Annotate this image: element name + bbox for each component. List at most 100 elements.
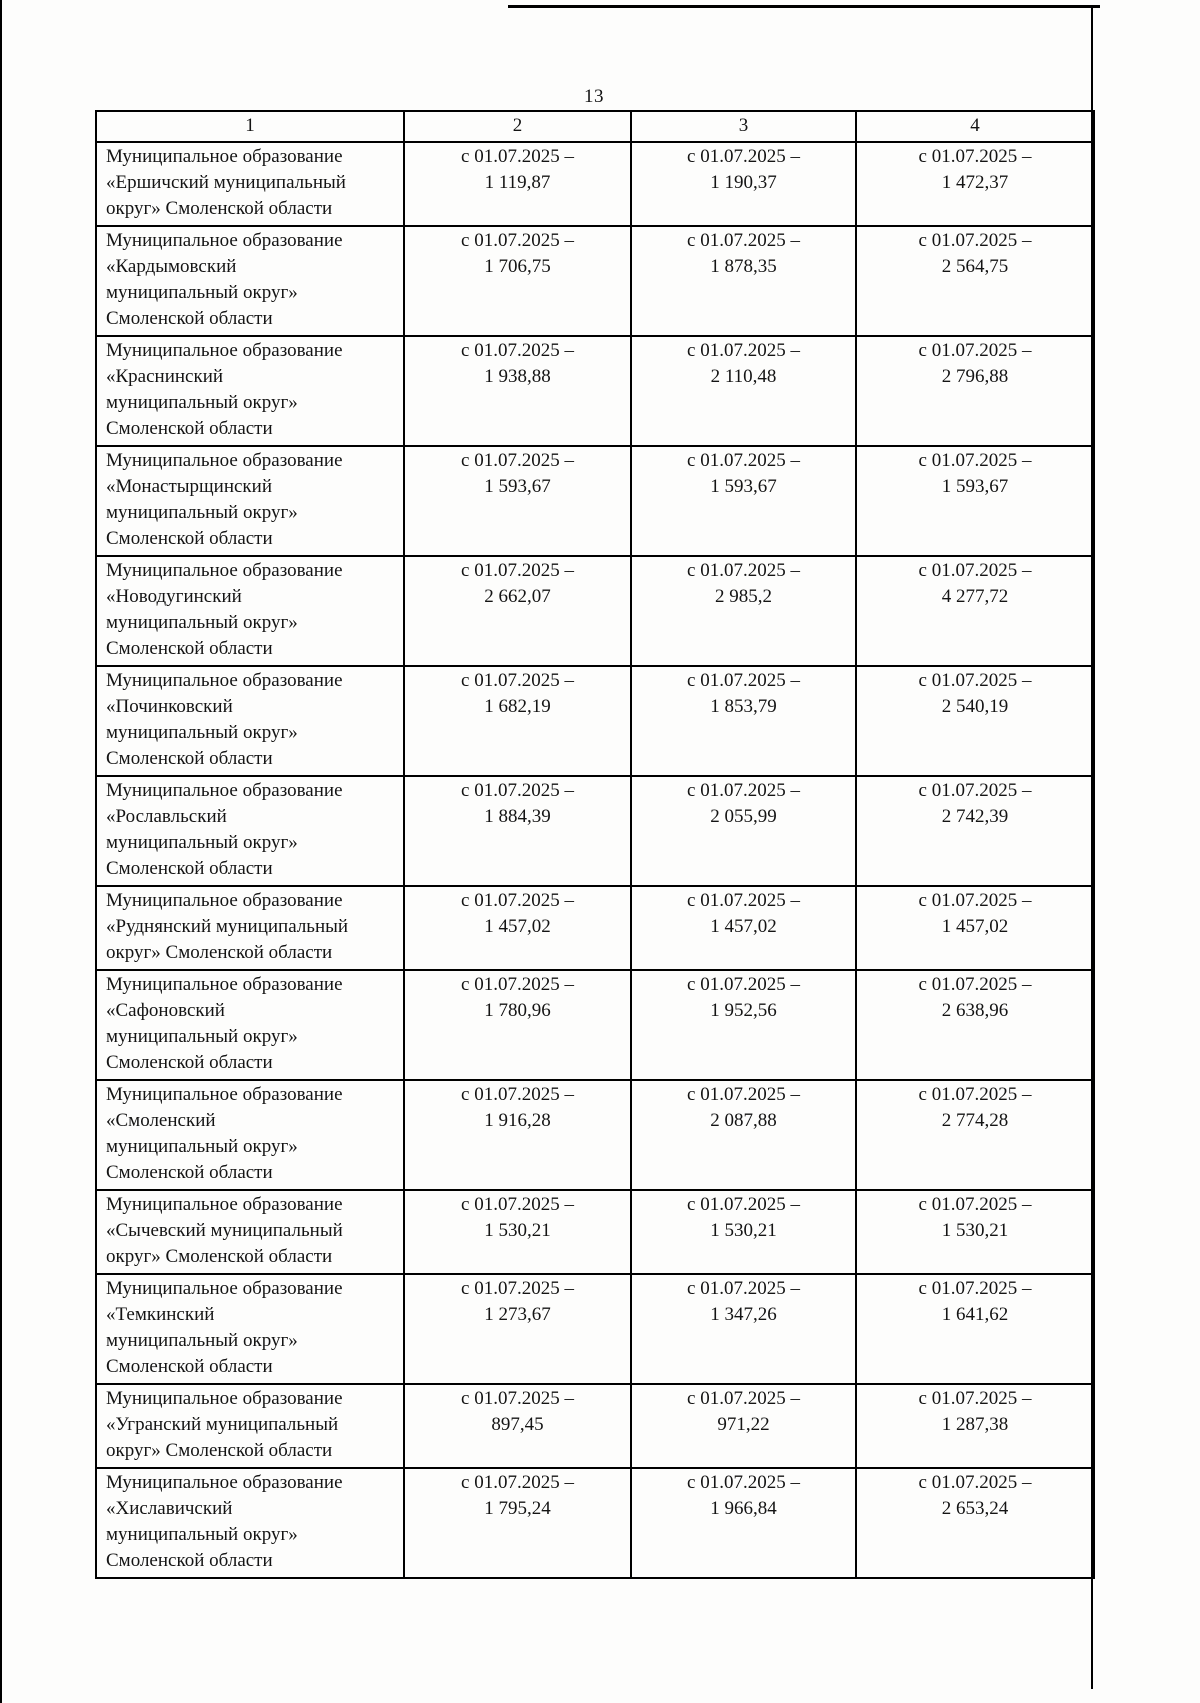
amount-line: 897,45: [491, 1414, 544, 1435]
value-cell-4: с 01.07.2025 – 2 653,24: [855, 1467, 1095, 1579]
date-line: с 01.07.2025 –: [687, 974, 800, 995]
amount-line: 1 347,26: [710, 1304, 777, 1325]
value-cell-3: с 01.07.2025 – 1 952,56: [630, 969, 857, 1081]
date-line: с 01.07.2025 –: [918, 1388, 1032, 1409]
value-cell-4: с 01.07.2025 – 1 530,21: [855, 1189, 1095, 1275]
municipality-name: Муниципальное образование «Сычевский мун…: [95, 1189, 405, 1275]
amount-line: 1 457,02: [484, 916, 551, 937]
amount-line: 1 593,67: [710, 476, 777, 497]
municipality-name: Муниципальное образование «Хиславичский …: [95, 1467, 405, 1579]
header-col-4: 4: [855, 110, 1095, 143]
date-line: с 01.07.2025 –: [687, 560, 800, 581]
date-line: с 01.07.2025 –: [461, 1388, 574, 1409]
amount-line: 2 796,88: [941, 366, 1009, 387]
scan-line-top: [508, 5, 1100, 8]
page-number: 13: [584, 86, 604, 107]
value-cell-2: с 01.07.2025 – 1 780,96: [403, 969, 632, 1081]
amount-line: 1 593,67: [941, 476, 1009, 497]
table-header: 1 2 3 4: [95, 110, 1095, 143]
value-cell-2: с 01.07.2025 – 1 457,02: [403, 885, 632, 971]
table-header-row: 1 2 3 4: [95, 110, 1095, 143]
date-line: с 01.07.2025 –: [461, 670, 574, 691]
value-cell-2: с 01.07.2025 – 1 593,67: [403, 445, 632, 557]
date-line: с 01.07.2025 –: [918, 780, 1032, 801]
value-cell-3: с 01.07.2025 – 1 593,67: [630, 445, 857, 557]
table-row: Муниципальное образование «Рославльский …: [95, 775, 1095, 887]
municipality-name: Муниципальное образование «Руднянский му…: [95, 885, 405, 971]
header-col-3: 3: [630, 110, 857, 143]
amount-line: 1 780,96: [484, 1000, 551, 1021]
amount-line: 1 119,87: [484, 172, 551, 193]
municipality-name: Муниципальное образование «Смоленский му…: [95, 1079, 405, 1191]
table-row: Муниципальное образование «Починковский …: [95, 665, 1095, 777]
value-cell-4: с 01.07.2025 – 1 457,02: [855, 885, 1095, 971]
date-line: с 01.07.2025 –: [918, 1084, 1032, 1105]
amount-line: 1 530,21: [941, 1220, 1009, 1241]
amount-line: 2 110,48: [710, 366, 777, 387]
amount-line: 1 641,62: [941, 1304, 1009, 1325]
amount-line: 1 966,84: [710, 1498, 777, 1519]
value-cell-4: с 01.07.2025 – 2 564,75: [855, 225, 1095, 337]
table-row: Муниципальное образование «Смоленский му…: [95, 1079, 1095, 1191]
header-col-1: 1: [95, 110, 405, 143]
date-line: с 01.07.2025 –: [687, 230, 800, 251]
municipality-name: Муниципальное образование «Кардымовский …: [95, 225, 405, 337]
date-line: с 01.07.2025 –: [461, 1472, 574, 1493]
date-line: с 01.07.2025 –: [687, 1084, 800, 1105]
amount-line: 2 087,88: [710, 1110, 777, 1131]
table-row: Муниципальное образование «Хиславичский …: [95, 1467, 1095, 1579]
date-line: с 01.07.2025 –: [687, 1388, 800, 1409]
amount-line: 2 540,19: [941, 696, 1009, 717]
date-line: с 01.07.2025 –: [918, 1472, 1032, 1493]
value-cell-4: с 01.07.2025 – 2 638,96: [855, 969, 1095, 1081]
date-line: с 01.07.2025 –: [687, 1472, 800, 1493]
value-cell-4: с 01.07.2025 – 2 796,88: [855, 335, 1095, 447]
date-line: с 01.07.2025 –: [461, 340, 574, 361]
date-line: с 01.07.2025 –: [461, 1278, 574, 1299]
date-line: с 01.07.2025 –: [918, 450, 1032, 471]
date-line: с 01.07.2025 –: [918, 890, 1032, 911]
value-cell-3: с 01.07.2025 – 1 966,84: [630, 1467, 857, 1579]
table-row: Муниципальное образование «Руднянский му…: [95, 885, 1095, 971]
table-row: Муниципальное образование «Новодугинский…: [95, 555, 1095, 667]
table-row: Муниципальное образование «Кардымовский …: [95, 225, 1095, 337]
amount-line: 2 742,39: [941, 806, 1009, 827]
value-cell-4: с 01.07.2025 – 1 472,37: [855, 141, 1095, 227]
date-line: с 01.07.2025 –: [687, 1278, 800, 1299]
amount-line: 1 190,37: [710, 172, 777, 193]
value-cell-4: с 01.07.2025 – 2 540,19: [855, 665, 1095, 777]
value-cell-3: с 01.07.2025 – 2 985,2: [630, 555, 857, 667]
value-cell-3: с 01.07.2025 – 2 055,99: [630, 775, 857, 887]
municipality-name: Муниципальное образование «Новодугинский…: [95, 555, 405, 667]
municipality-name: Муниципальное образование «Ершичский мун…: [95, 141, 405, 227]
value-cell-2: с 01.07.2025 – 1 530,21: [403, 1189, 632, 1275]
amount-line: 1 457,02: [941, 916, 1009, 937]
value-cell-2: с 01.07.2025 – 2 662,07: [403, 555, 632, 667]
date-line: с 01.07.2025 –: [687, 890, 800, 911]
date-line: с 01.07.2025 –: [461, 560, 574, 581]
value-cell-2: с 01.07.2025 – 1 938,88: [403, 335, 632, 447]
amount-line: 1 795,24: [484, 1498, 551, 1519]
amount-line: 1 938,88: [484, 366, 551, 387]
municipality-name: Муниципальное образование «Сафоновский м…: [95, 969, 405, 1081]
table-body: Муниципальное образование «Ершичский мун…: [95, 141, 1095, 1579]
value-cell-3: с 01.07.2025 – 971,22: [630, 1383, 857, 1469]
value-cell-3: с 01.07.2025 – 1 190,37: [630, 141, 857, 227]
value-cell-2: с 01.07.2025 – 897,45: [403, 1383, 632, 1469]
value-cell-4: с 01.07.2025 – 1 593,67: [855, 445, 1095, 557]
header-col-2: 2: [403, 110, 632, 143]
table-row: Муниципальное образование «Краснинский м…: [95, 335, 1095, 447]
value-cell-4: с 01.07.2025 – 2 742,39: [855, 775, 1095, 887]
amount-line: 1 287,38: [941, 1414, 1009, 1435]
date-line: с 01.07.2025 –: [461, 1084, 574, 1105]
value-cell-3: с 01.07.2025 – 2 087,88: [630, 1079, 857, 1191]
date-line: с 01.07.2025 –: [687, 1194, 800, 1215]
amount-line: 1 457,02: [710, 916, 777, 937]
amount-line: 1 472,37: [941, 172, 1009, 193]
amount-line: 2 774,28: [941, 1110, 1009, 1131]
value-cell-3: с 01.07.2025 – 1 530,21: [630, 1189, 857, 1275]
amount-line: 1 916,28: [484, 1110, 551, 1131]
value-cell-3: с 01.07.2025 – 1 853,79: [630, 665, 857, 777]
value-cell-4: с 01.07.2025 – 4 277,72: [855, 555, 1095, 667]
value-cell-3: с 01.07.2025 – 1 457,02: [630, 885, 857, 971]
